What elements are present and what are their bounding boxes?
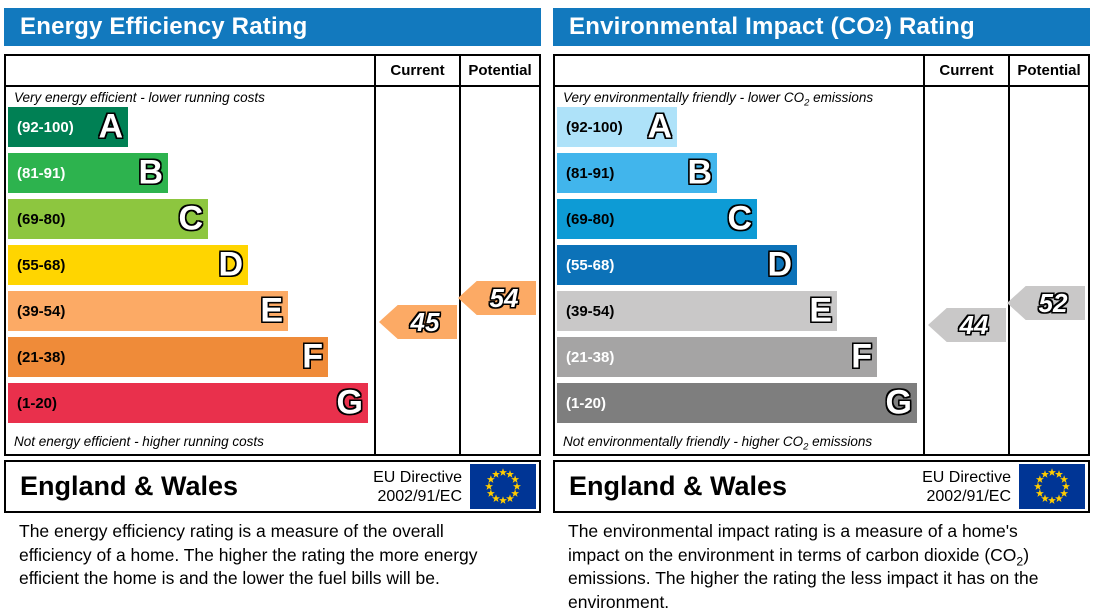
band-range-label: (92-100): [17, 118, 74, 136]
table-header-row: Current Potential: [6, 56, 539, 87]
rating-band-b: (81-91) B: [8, 153, 168, 193]
band-range-label: (39-54): [17, 302, 66, 320]
band-letter: D: [218, 245, 243, 284]
rating-band-g: (1-20) G: [8, 383, 368, 423]
rating-band-c: (69-80) C: [557, 199, 757, 239]
band-letter: A: [647, 107, 672, 146]
rating-description: The energy efficiency rating is a measur…: [19, 521, 478, 588]
rating-band-d: (55-68) D: [557, 245, 797, 285]
potential-rating-value: 52: [1038, 288, 1068, 318]
rating-band-c: (69-80) C: [8, 199, 208, 239]
current-column-header: Current: [374, 56, 459, 85]
rating-table: Current Potential Very energy efficient …: [4, 54, 541, 456]
rating-description: The environmental impact rating is a mea…: [568, 521, 1039, 612]
rating-band-e: (39-54) E: [557, 291, 837, 331]
band-letter: C: [727, 199, 752, 238]
column-divider: [923, 87, 925, 454]
band-letter: F: [302, 337, 323, 376]
potential-column-header: Potential: [1008, 56, 1088, 85]
band-letter: E: [809, 291, 832, 330]
column-divider: [374, 87, 376, 454]
rating-table: Current Potential Very environmentally f…: [553, 54, 1090, 456]
rating-band-b: (81-91) B: [557, 153, 717, 193]
band-range-label: (55-68): [566, 256, 615, 274]
eu-flag-icon: [1019, 464, 1085, 509]
band-range-label: (81-91): [566, 164, 615, 182]
rating-band-f: (21-38) F: [557, 337, 877, 377]
bottom-note: Not environmentally friendly - higher CO…: [563, 434, 873, 453]
rating-band-e: (39-54) E: [8, 291, 288, 331]
band-range-label: (81-91): [17, 164, 66, 182]
rating-scale: Very environmentally friendly - lower CO…: [555, 87, 1088, 454]
scale-column-header: [6, 56, 374, 85]
potential-rating-arrow: 52: [1007, 286, 1085, 320]
rating-scale: Very energy efficient - lower running co…: [6, 87, 539, 454]
band-letter: C: [178, 199, 203, 238]
band-range-label: (1-20): [566, 394, 607, 412]
column-divider: [1008, 87, 1010, 454]
band-letter: B: [138, 153, 163, 192]
table-header-row: Current Potential: [555, 56, 1088, 87]
band-range-label: (55-68): [17, 256, 66, 274]
bottom-note: Not energy efficient - higher running co…: [14, 434, 264, 449]
potential-column-header: Potential: [459, 56, 539, 85]
band-letter: A: [98, 107, 123, 146]
current-rating-arrow: 45: [379, 305, 457, 339]
region-label: England & Wales: [569, 471, 788, 501]
top-note: Very energy efficient - lower running co…: [14, 90, 265, 105]
band-letter: G: [336, 383, 363, 422]
potential-rating-arrow: 54: [458, 281, 536, 315]
column-divider: [459, 87, 461, 454]
scale-column-header: [555, 56, 923, 85]
eu-directive-label: EU Directive 2002/91/EC: [922, 468, 1011, 505]
rating-band-d: (55-68) D: [8, 245, 248, 285]
eu-directive-label: EU Directive 2002/91/EC: [373, 468, 462, 505]
rating-band-f: (21-38) F: [8, 337, 328, 377]
title-text: Energy Efficiency Rating: [20, 13, 308, 40]
band-range-label: (1-20): [17, 394, 58, 412]
rating-bands: (92-100) A (81-91) B (69-80) C (55-68) D (39-54)…: [557, 107, 917, 429]
eu-flag-icon: [470, 464, 536, 509]
environmental-impact-title: Environmental Impact (CO 2) Rating: [553, 8, 1090, 46]
current-rating-value: 45: [410, 307, 440, 337]
band-range-label: (39-54): [566, 302, 615, 320]
band-range-label: (21-38): [17, 348, 66, 366]
band-range-label: (69-80): [17, 210, 66, 228]
rating-band-a: (92-100) A: [8, 107, 128, 147]
current-column-header: Current: [923, 56, 1008, 85]
band-letter: F: [851, 337, 872, 376]
title-text-post: ) Rating: [883, 13, 975, 40]
band-letter: D: [767, 245, 792, 284]
band-range-label: (21-38): [566, 348, 615, 366]
band-range-label: (69-80): [566, 210, 615, 228]
footer-bar: England & Wales EU Directive 2002/91/EC: [553, 460, 1090, 513]
band-letter: B: [687, 153, 712, 192]
current-rating-value: 44: [959, 310, 989, 340]
rating-band-a: (92-100) A: [557, 107, 677, 147]
environmental-impact-panel: Environmental Impact (CO 2) Rating Curren…: [549, 0, 1098, 614]
title-text: Environmental Impact (CO: [569, 13, 876, 40]
potential-rating-value: 54: [489, 283, 519, 313]
region-label: England & Wales: [20, 471, 239, 501]
energy-efficiency-title: Energy Efficiency Rating: [4, 8, 541, 46]
current-rating-arrow: 44: [928, 308, 1006, 342]
footer-bar: England & Wales EU Directive 2002/91/EC: [4, 460, 541, 513]
rating-bands: (92-100) A (81-91) B (69-80) C (55-68) D (39-54)…: [8, 107, 368, 429]
top-note: Very environmentally friendly - lower CO…: [563, 90, 874, 109]
band-letter: G: [885, 383, 912, 422]
band-range-label: (92-100): [566, 118, 623, 136]
energy-efficiency-panel: Energy Efficiency Rating Current Potenti…: [4, 8, 541, 588]
rating-band-g: (1-20) G: [557, 383, 917, 423]
band-letter: E: [260, 291, 283, 330]
